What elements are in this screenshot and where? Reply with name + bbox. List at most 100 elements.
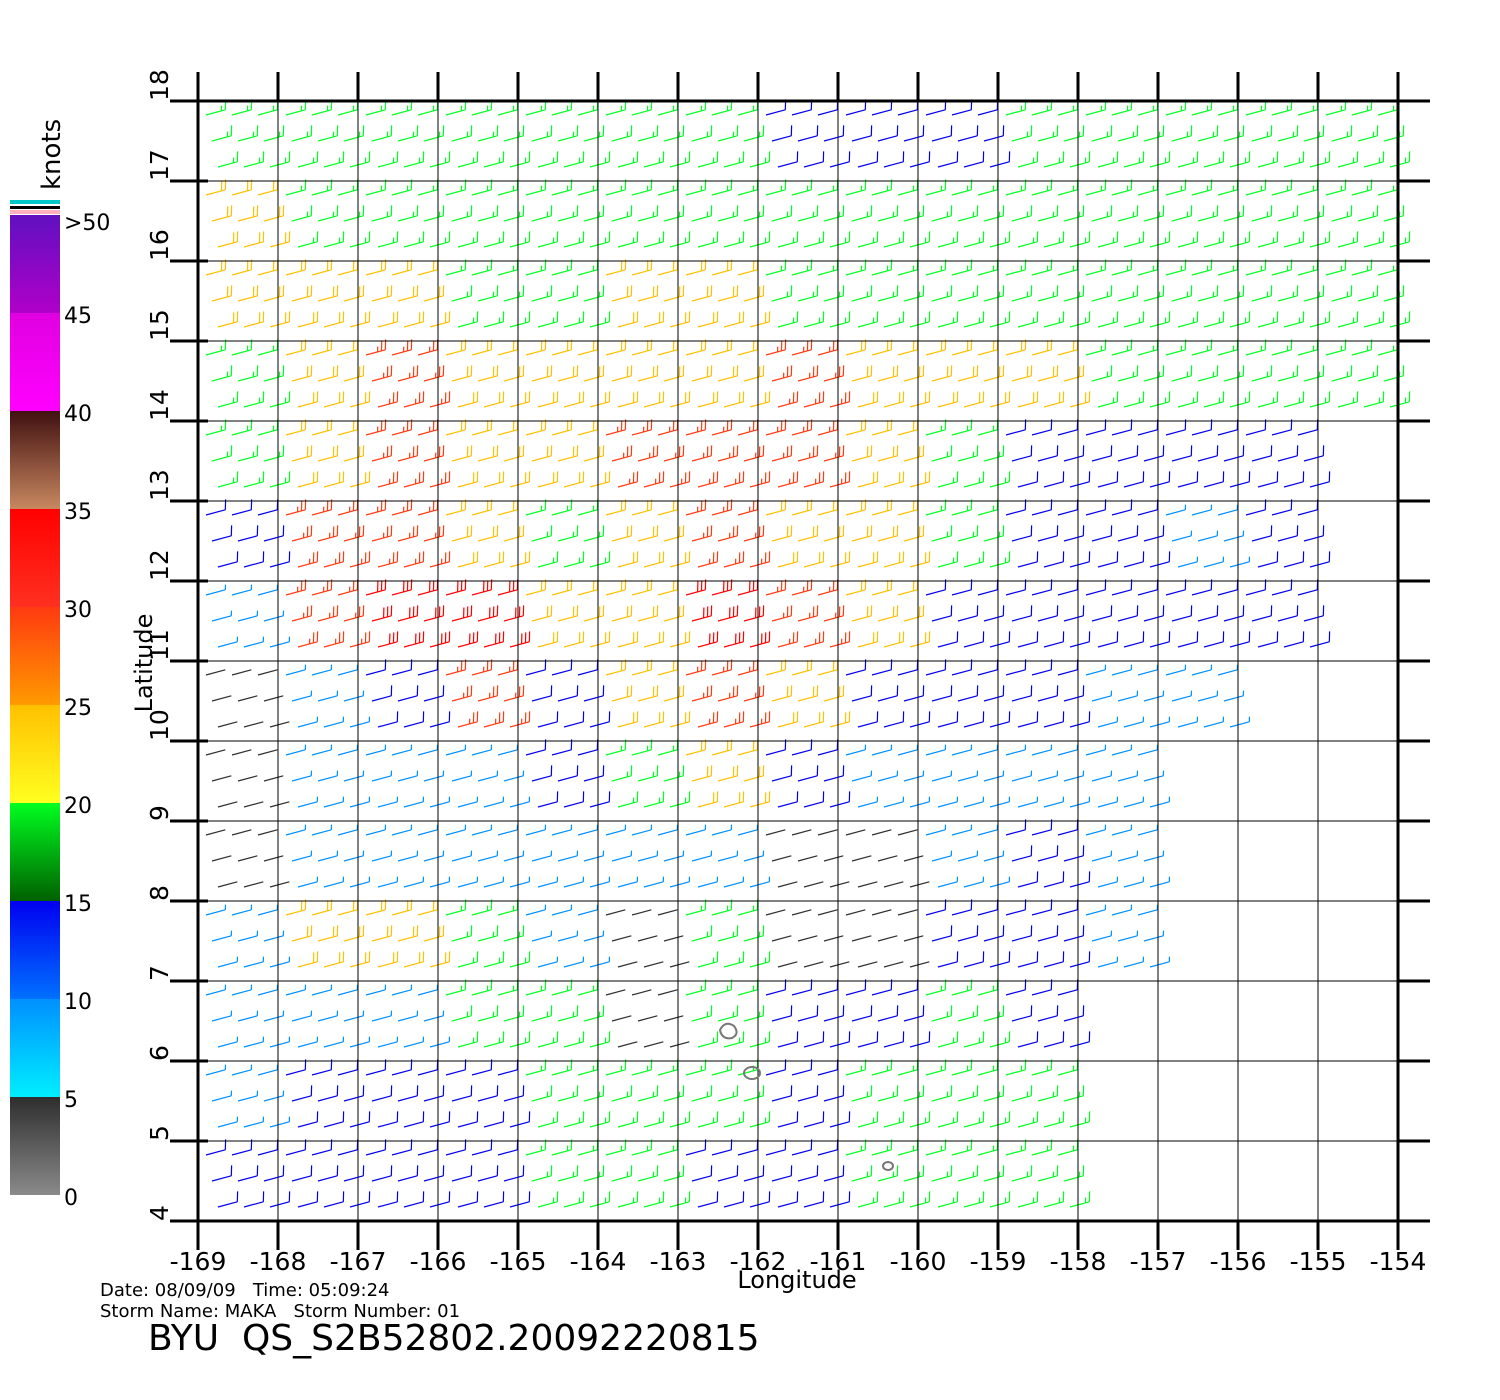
wind-barb xyxy=(857,551,879,568)
wind-barb xyxy=(637,205,659,222)
wind-barb xyxy=(1085,339,1107,356)
y-tick-label: 10 xyxy=(145,709,174,741)
wind-barb xyxy=(931,285,953,302)
wind-barb xyxy=(391,1059,413,1076)
wind-barb xyxy=(445,979,467,996)
wind-barb xyxy=(1165,504,1187,516)
wind-barb xyxy=(471,179,493,196)
wind-barb xyxy=(685,1139,707,1156)
wind-barb xyxy=(497,499,519,516)
wind-barb xyxy=(557,1085,579,1102)
wind-barb xyxy=(717,1005,739,1022)
wind-barb xyxy=(845,659,867,676)
wind-barb xyxy=(1149,956,1171,968)
wind-barb xyxy=(657,659,679,676)
wind-barb xyxy=(257,499,279,516)
wind-barb xyxy=(297,876,319,888)
wind-barb xyxy=(977,899,999,916)
wind-barb xyxy=(483,711,505,728)
wind-barb xyxy=(803,961,824,968)
wind-barb xyxy=(1123,151,1145,168)
wind-barb xyxy=(803,1191,825,1208)
wind-barb xyxy=(471,499,493,516)
wind-barb xyxy=(697,1031,719,1048)
wind-barb xyxy=(717,445,739,462)
wind-barb xyxy=(989,631,1011,648)
wind-barb xyxy=(797,205,819,222)
wind-barb xyxy=(1117,205,1139,222)
wind-barb xyxy=(797,1165,819,1182)
wind-barb xyxy=(377,711,399,728)
wind-barb xyxy=(1177,556,1199,568)
wind-barb xyxy=(205,259,227,276)
wind-barb xyxy=(317,605,339,622)
wind-barb xyxy=(717,525,739,542)
wind-barb xyxy=(685,259,707,276)
wind-barb xyxy=(497,899,519,916)
wind-barb xyxy=(743,445,765,462)
wind-barb xyxy=(423,205,445,222)
wind-barb xyxy=(611,285,633,302)
wind-barb xyxy=(711,179,733,196)
wind-barb xyxy=(323,311,345,328)
x-tick-label: -159 xyxy=(970,1247,1027,1276)
wind-barb xyxy=(669,791,691,808)
wind-barb xyxy=(657,499,679,516)
wind-barb xyxy=(631,909,652,916)
wind-barb xyxy=(371,445,393,462)
y-tick-label: 4 xyxy=(145,1205,174,1221)
wind-barb xyxy=(1191,504,1213,516)
wind-barb xyxy=(663,445,685,462)
wind-barb xyxy=(1149,231,1171,248)
wind-barb xyxy=(531,445,553,462)
wind-barb xyxy=(743,125,765,142)
wind-barb xyxy=(211,445,233,462)
wind-barb xyxy=(777,391,799,408)
wind-barb xyxy=(765,579,787,596)
wind-barb xyxy=(1251,605,1273,622)
wind-barb xyxy=(429,391,451,408)
wind-barb xyxy=(817,979,839,996)
wind-barb xyxy=(631,179,653,196)
wind-barb xyxy=(1069,1031,1091,1048)
wind-barb xyxy=(611,125,633,142)
wind-barb xyxy=(777,471,799,488)
wind-barb xyxy=(611,765,633,782)
wind-barb xyxy=(643,791,665,808)
wind-barb xyxy=(257,904,279,916)
wind-barb xyxy=(1229,231,1251,248)
wind-barb xyxy=(285,824,307,836)
wind-barb xyxy=(637,605,659,622)
wind-barb xyxy=(931,925,953,942)
y-tick-label: 5 xyxy=(145,1125,174,1141)
wind-barb xyxy=(685,824,707,836)
wind-barb xyxy=(903,935,924,942)
wind-barb xyxy=(397,1165,419,1182)
wind-barb xyxy=(577,904,599,916)
wind-barb xyxy=(377,631,399,648)
wind-barb xyxy=(637,1165,659,1182)
wind-barb xyxy=(983,605,1005,622)
wind-barb xyxy=(1303,365,1325,382)
wind-barb xyxy=(583,1085,605,1102)
wind-barb xyxy=(1123,471,1145,488)
wind-barb xyxy=(657,339,679,356)
wind-barb xyxy=(557,205,579,222)
wind-barb xyxy=(845,1059,867,1076)
island xyxy=(743,1066,761,1080)
wind-barb xyxy=(1143,125,1165,142)
wind-barb xyxy=(937,796,959,808)
wind-barb xyxy=(483,631,505,648)
wind-barb xyxy=(1011,525,1033,542)
wind-barb xyxy=(977,1059,999,1076)
wind-barb xyxy=(851,1165,873,1182)
wind-barb xyxy=(771,1085,793,1102)
wind-barb xyxy=(551,659,573,676)
wind-barb xyxy=(1017,1111,1039,1128)
wind-barb xyxy=(429,711,451,728)
wind-barb xyxy=(457,876,479,888)
colorbar xyxy=(10,200,60,1195)
wind-barb xyxy=(857,1031,879,1048)
wind-barb xyxy=(925,899,947,916)
wind-barb xyxy=(577,1059,599,1076)
